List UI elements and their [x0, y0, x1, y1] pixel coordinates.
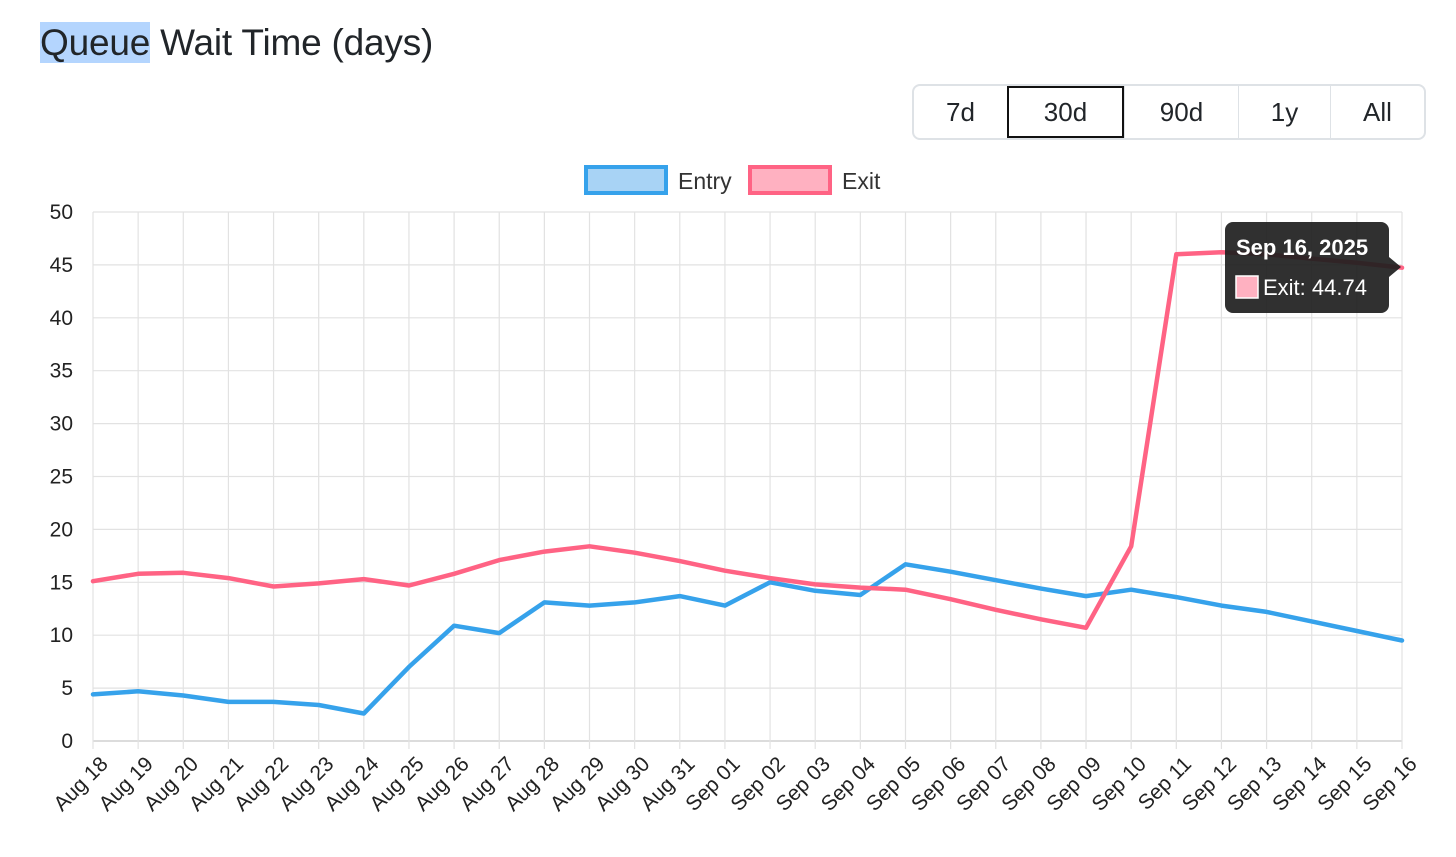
tooltip-caret — [1389, 257, 1401, 277]
y-tick-label: 10 — [50, 624, 73, 647]
y-tick-label: 35 — [50, 360, 73, 383]
title-rest: Wait Time (days) — [150, 22, 434, 63]
range-7d-button[interactable]: 7d — [946, 96, 975, 127]
y-tick-label: 0 — [61, 730, 73, 753]
y-tick-label: 25 — [50, 466, 73, 489]
y-tick-label: 50 — [50, 201, 73, 224]
range-selector: 7d 30d 90d 1y All — [912, 84, 1426, 140]
entry-legend-swatch[interactable] — [584, 165, 668, 195]
tooltip-title: Sep 16, 2025 — [1236, 235, 1368, 260]
y-tick-label: 40 — [50, 307, 73, 330]
exit-legend-swatch[interactable] — [748, 165, 832, 195]
entry-series-line[interactable] — [90, 562, 1405, 716]
tooltip-box — [1225, 222, 1389, 313]
tooltip-label: Exit: 44.74 — [1263, 275, 1367, 300]
y-tick-label: 45 — [50, 254, 73, 277]
y-tick-label: 5 — [61, 677, 73, 700]
range-90d-button[interactable]: 90d — [1124, 86, 1238, 138]
exit-legend-label[interactable]: Exit — [842, 168, 881, 194]
y-tick-label: 30 — [50, 413, 73, 436]
tooltip-exit-swatch — [1235, 275, 1259, 299]
range-1y-button[interactable]: 1y — [1238, 86, 1330, 138]
title-highlighted-word: Queue — [40, 22, 151, 63]
exit-series-line[interactable] — [90, 249, 1405, 631]
y-tick-label: 20 — [50, 518, 73, 541]
range-all-button[interactable]: All — [1330, 86, 1424, 138]
entry-legend-label[interactable]: Entry — [678, 168, 732, 194]
y-tick-label: 15 — [50, 571, 73, 594]
page-title: Queue Wait Time (days) — [40, 22, 433, 64]
range-30d-button[interactable]: 30d — [1007, 86, 1124, 138]
